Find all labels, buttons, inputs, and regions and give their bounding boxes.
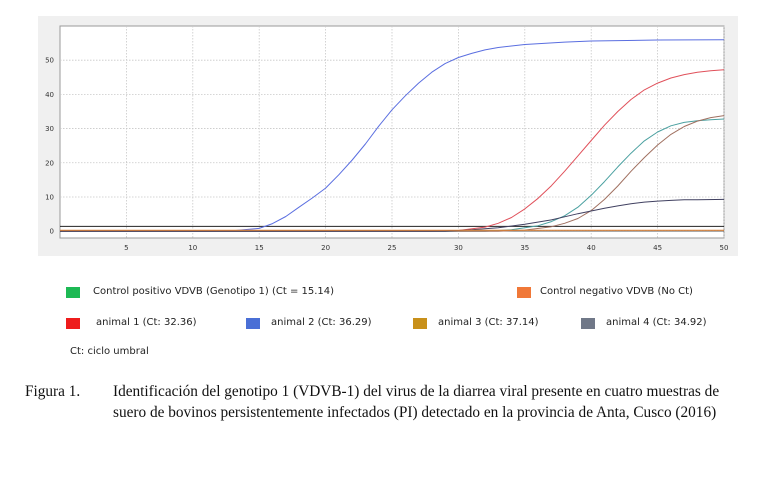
legend-label-animal2: animal 2 (Ct: 36.29) xyxy=(271,317,372,328)
x-tick-label: 10 xyxy=(188,244,197,252)
amplification-chart: 5 10 15 20 25 30 35 40 45 50 0 10 20 30 40 50 xyxy=(45,25,729,252)
y-tick-label: 10 xyxy=(45,193,54,201)
legend-swatch-animal3 xyxy=(413,318,427,329)
caption-text: Identificación del genotipo 1 (VDVB-1) d… xyxy=(113,383,720,421)
legend-label-negative: Control negativo VDVB (No Ct) xyxy=(540,286,693,297)
legend-row-1: Control positivo VDVB (Genotipo 1) (Ct =… xyxy=(66,285,756,301)
legend-swatch-negative xyxy=(517,287,531,298)
x-tick-label: 30 xyxy=(454,244,463,252)
x-tick-label: 5 xyxy=(124,244,128,252)
x-tick-label: 35 xyxy=(520,244,529,252)
chart-panel: 5 10 15 20 25 30 35 40 45 50 0 10 20 30 40 50 xyxy=(38,16,738,256)
legend-swatch-animal1 xyxy=(66,318,80,329)
legend-swatch-positive xyxy=(66,287,80,298)
x-tick-label: 50 xyxy=(720,244,729,252)
ct-note: Ct: ciclo umbral xyxy=(70,346,149,357)
y-tick-label: 50 xyxy=(45,57,54,65)
legend-label-animal1: animal 1 (Ct: 32.36) xyxy=(96,317,197,328)
x-tick-label: 40 xyxy=(587,244,596,252)
legend-swatch-animal2 xyxy=(246,318,260,329)
y-tick-label: 0 xyxy=(50,228,54,236)
series-line-brown xyxy=(60,115,725,232)
y-tick-label: 20 xyxy=(45,159,54,167)
x-tick-label: 20 xyxy=(321,244,330,252)
series-line-dark xyxy=(60,198,725,232)
y-tick-label: 30 xyxy=(45,125,54,133)
caption-label: Figura 1. xyxy=(25,383,81,400)
legend-label-animal4: animal 4 (Ct: 34.92) xyxy=(606,317,707,328)
legend-label-animal3: animal 3 (Ct: 37.14) xyxy=(438,317,539,328)
series-line-blue xyxy=(60,39,725,232)
legend-label-positive: Control positivo VDVB (Genotipo 1) (Ct =… xyxy=(93,286,335,297)
series-line-red xyxy=(60,69,725,232)
x-tick-label: 45 xyxy=(653,244,662,252)
x-tick-label: 15 xyxy=(255,244,264,252)
series-line-teal xyxy=(60,118,725,232)
y-tick-label: 40 xyxy=(45,91,54,99)
x-tick-label: 25 xyxy=(388,244,397,252)
legend-swatch-animal4 xyxy=(581,318,595,329)
legend-row-2: animal 1 (Ct: 32.36) animal 2 (Ct: 36.29… xyxy=(66,316,756,332)
